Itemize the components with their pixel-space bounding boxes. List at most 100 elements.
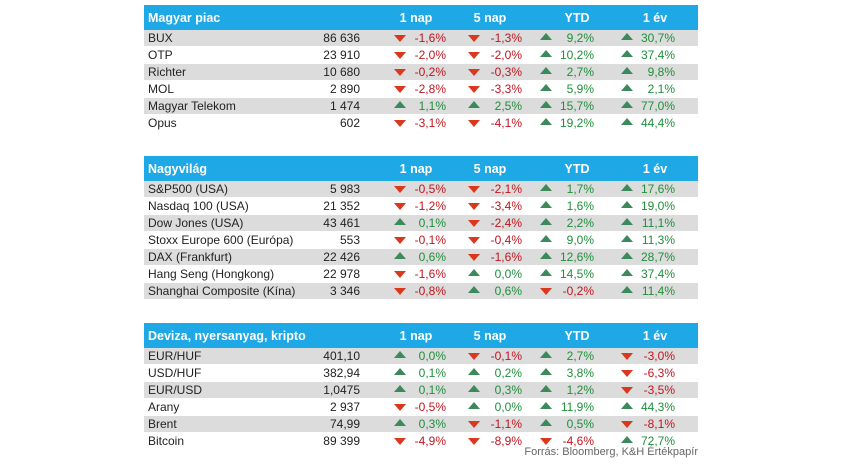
change-value: -0,4% xyxy=(490,233,522,247)
change-value: 11,4% xyxy=(641,284,675,298)
arrow-up-icon xyxy=(621,436,633,443)
change-cell-y1: 17,6% xyxy=(621,181,675,197)
change-cell-d5: -2,4% xyxy=(468,215,522,231)
change-value: -0,2% xyxy=(562,284,594,298)
change-value: -0,3% xyxy=(490,65,522,79)
change-value: -4,1% xyxy=(490,116,522,130)
instrument-name: EUR/USD xyxy=(148,383,203,397)
table-row: Hang Seng (Hongkong) 22 978 -1,6% 0,0% 14,5%… xyxy=(144,266,698,283)
change-cell-d1: 0,6% xyxy=(394,249,446,265)
arrow-down-icon xyxy=(468,120,480,127)
arrow-up-icon xyxy=(540,184,552,191)
arrow-up-icon xyxy=(394,252,406,259)
change-value: 3,8% xyxy=(566,366,594,380)
change-value: -3,3% xyxy=(490,82,522,96)
change-cell-ytd: 1,7% xyxy=(540,181,594,197)
change-cell-y1: 72,7% xyxy=(621,433,675,449)
instrument-name: Brent xyxy=(148,417,177,431)
change-cell-d1: -1,6% xyxy=(394,266,446,282)
change-cell-d1: 0,0% xyxy=(394,348,446,364)
change-cell-d1: -0,2% xyxy=(394,64,446,80)
change-cell-ytd: 12,6% xyxy=(540,249,594,265)
instrument-value: 602 xyxy=(339,116,360,130)
change-value: 0,0% xyxy=(418,349,446,363)
change-cell-y1: 11,3% xyxy=(621,232,675,248)
arrow-down-icon xyxy=(394,438,406,445)
change-cell-d5: -1,1% xyxy=(468,416,522,432)
change-cell-y1: 9,8% xyxy=(621,64,675,80)
change-cell-ytd: 11,9% xyxy=(540,399,594,415)
table-row: EUR/HUF 401,10 0,0% -0,1% 2,7% -3,0% xyxy=(144,348,698,365)
change-value: 28,7% xyxy=(640,250,675,264)
section-1: Magyar piac 1 nap 5 nap YTD 1 év BUX 86 636 -1,… xyxy=(144,5,698,132)
arrow-up-icon xyxy=(621,402,633,409)
section-title: Deviza, nyersanyag, kripto xyxy=(148,328,306,343)
arrow-down-icon xyxy=(468,237,480,244)
instrument-value: 23 910 xyxy=(323,48,360,62)
table-row: USD/HUF 382,94 0,1% 0,2% 3,8% -6,3% xyxy=(144,365,698,382)
change-cell-y1: 37,4% xyxy=(621,266,675,282)
arrow-down-icon xyxy=(468,35,480,42)
section-header: Nagyvilág 1 nap 5 nap YTD 1 év xyxy=(144,156,698,181)
change-cell-ytd: 2,7% xyxy=(540,348,594,364)
change-cell-ytd: 0,5% xyxy=(540,416,594,432)
change-value: -3,1% xyxy=(414,116,446,130)
instrument-name: Magyar Telekom xyxy=(148,99,236,113)
arrow-up-icon xyxy=(394,351,406,358)
change-value: 0,2% xyxy=(494,366,522,380)
instrument-value: 43 461 xyxy=(323,216,360,230)
change-value: 2,2% xyxy=(566,216,594,230)
change-value: 12,6% xyxy=(559,250,594,264)
arrow-down-icon xyxy=(468,353,480,360)
change-value: 9,2% xyxy=(566,31,594,45)
arrow-down-icon xyxy=(394,186,406,193)
instrument-name: S&P500 (USA) xyxy=(148,182,229,196)
arrow-up-icon xyxy=(540,218,552,225)
change-value: -1,6% xyxy=(490,250,522,264)
instrument-name: MOL xyxy=(148,82,175,96)
arrow-up-icon xyxy=(621,218,633,225)
change-value: -2,1% xyxy=(490,182,522,196)
arrow-up-icon xyxy=(468,402,480,409)
column-header-c1: 1 nap xyxy=(399,10,433,25)
arrow-down-icon xyxy=(540,438,552,445)
change-value: 19,0% xyxy=(640,199,675,213)
table-row: Nasdaq 100 (USA) 21 352 -1,2% -3,4% 1,6% 19,0… xyxy=(144,198,698,215)
arrow-down-icon xyxy=(394,35,406,42)
change-cell-ytd: 10,2% xyxy=(540,47,594,63)
arrow-up-icon xyxy=(540,351,552,358)
table-row: Arany 2 937 -0,5% 0,0% 11,9% 44,3% xyxy=(144,399,698,416)
instrument-value: 5 983 xyxy=(329,182,360,196)
arrow-up-icon xyxy=(621,50,633,57)
change-value: 1,1% xyxy=(418,99,446,113)
instrument-value: 2 937 xyxy=(329,400,360,414)
change-cell-y1: -8,1% xyxy=(621,416,675,432)
instrument-value: 553 xyxy=(339,233,360,247)
change-cell-d5: -2,0% xyxy=(468,47,522,63)
arrow-up-icon xyxy=(621,101,633,108)
arrow-down-icon xyxy=(468,203,480,210)
arrow-up-icon xyxy=(468,368,480,375)
change-value: 0,5% xyxy=(566,417,594,431)
arrow-up-icon xyxy=(468,269,480,276)
change-value: 0,6% xyxy=(494,284,522,298)
arrow-up-icon xyxy=(540,235,552,242)
table-row: BUX 86 636 -1,6% -1,3% 9,2% 30,7% xyxy=(144,30,698,47)
change-cell-y1: -3,5% xyxy=(621,382,675,398)
change-cell-d5: -4,1% xyxy=(468,115,522,131)
table-row: Shanghai Composite (Kína) 3 346 -0,8% 0,6% -… xyxy=(144,283,698,300)
instrument-name: Nasdaq 100 (USA) xyxy=(148,199,249,213)
instrument-value: 1,0475 xyxy=(323,383,360,397)
section-spacer xyxy=(144,132,698,156)
change-cell-d5: -8,9% xyxy=(468,433,522,449)
column-header-c3: YTD xyxy=(564,161,590,176)
arrow-down-icon xyxy=(468,421,480,428)
instrument-name: Shanghai Composite (Kína) xyxy=(148,284,296,298)
instrument-name: EUR/HUF xyxy=(148,349,202,363)
change-cell-ytd: 15,7% xyxy=(540,98,594,114)
arrow-up-icon xyxy=(540,385,552,392)
arrow-up-icon xyxy=(540,101,552,108)
column-header-c3: YTD xyxy=(564,10,590,25)
change-value: -2,8% xyxy=(414,82,446,96)
instrument-name: OTP xyxy=(148,48,173,62)
